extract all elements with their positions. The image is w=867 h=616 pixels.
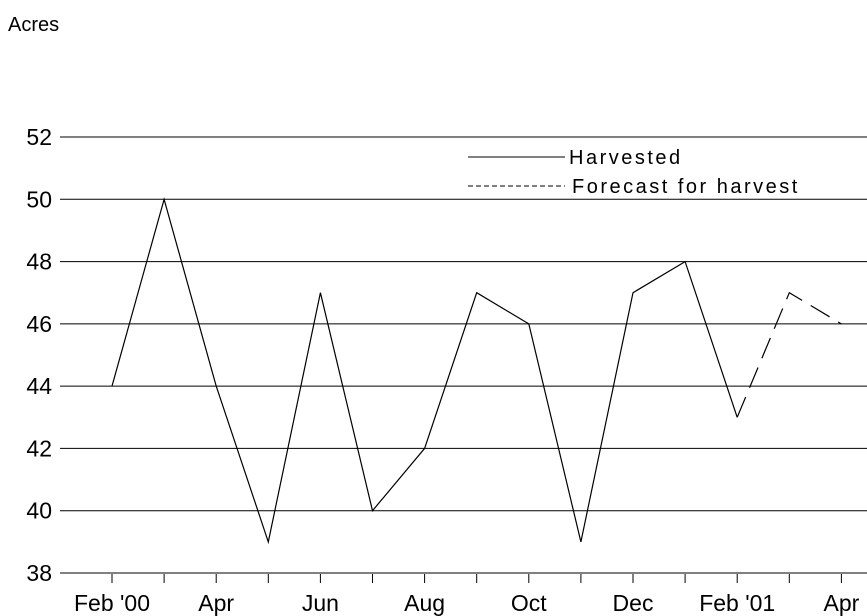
legend-label-0: Harvested bbox=[569, 147, 683, 169]
y-tick-label-50: 50 bbox=[26, 186, 52, 212]
y-tick-label-42: 42 bbox=[26, 435, 52, 461]
y-tick-label-40: 40 bbox=[26, 498, 52, 524]
x-tick-label-2: Apr bbox=[198, 590, 234, 616]
y-tick-label-48: 48 bbox=[26, 249, 52, 275]
series-lines bbox=[111, 197, 842, 545]
y-tick-labels: 38 40 42 44 46 48 50 52 bbox=[26, 124, 52, 586]
x-ticks: Feb '00 Apr Jun Aug Oct Dec Feb '01 Apr bbox=[74, 574, 860, 616]
legend-label-1: Forecast for harvest bbox=[572, 176, 800, 198]
series-line-harvested bbox=[111, 197, 738, 545]
gridlines bbox=[60, 136, 867, 512]
y-tick-label-46: 46 bbox=[26, 311, 52, 337]
x-tick-label-10: Dec bbox=[613, 590, 654, 616]
x-tick-label-8: Oct bbox=[511, 590, 547, 616]
x-tick-label-6: Aug bbox=[404, 590, 445, 616]
y-tick-label-52: 52 bbox=[26, 124, 52, 150]
x-tick-label-4: Jun bbox=[302, 590, 339, 616]
y-tick-label-44: 44 bbox=[26, 373, 52, 399]
x-tick-label-14: Apr bbox=[824, 590, 860, 616]
x-tick-label-0: Feb '00 bbox=[74, 590, 150, 616]
series-line-forecast-for-harvest bbox=[736, 291, 842, 418]
y-tick-label-38: 38 bbox=[26, 560, 52, 586]
x-tick-label-12: Feb '01 bbox=[699, 590, 775, 616]
y-axis-unit-label: Acres bbox=[8, 14, 60, 36]
legend: Harvested Forecast for harvest bbox=[468, 147, 800, 198]
